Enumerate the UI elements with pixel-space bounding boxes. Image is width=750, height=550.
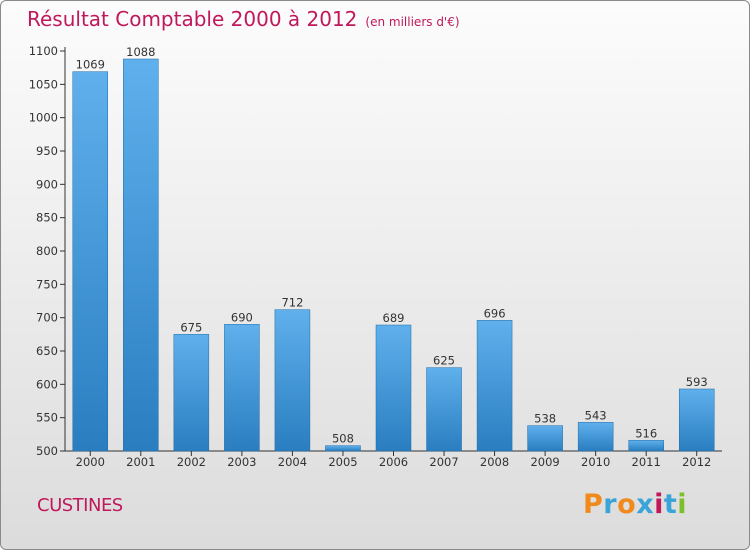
bar bbox=[678, 388, 715, 452]
bar bbox=[426, 367, 462, 452]
data-label: 1088 bbox=[126, 45, 155, 59]
bar bbox=[325, 445, 361, 452]
bar bbox=[375, 324, 412, 452]
bar bbox=[527, 425, 563, 452]
x-tick-label: 2012 bbox=[682, 455, 711, 469]
y-tick-label: 1050 bbox=[29, 77, 58, 91]
bar bbox=[72, 71, 109, 452]
data-label: 690 bbox=[231, 310, 253, 324]
y-tick-label: 1100 bbox=[29, 44, 58, 58]
x-tick-label: 2009 bbox=[530, 455, 559, 469]
logo-letter: x bbox=[636, 489, 655, 520]
data-label: 712 bbox=[281, 296, 303, 310]
bar bbox=[577, 422, 614, 452]
y-tick-label: 950 bbox=[36, 144, 58, 158]
x-tick-label: 2008 bbox=[480, 455, 509, 469]
x-tick-label: 2003 bbox=[227, 455, 256, 469]
logo-letter: i bbox=[677, 489, 688, 520]
y-tick-label: 900 bbox=[36, 177, 58, 191]
y-tick-label: 700 bbox=[36, 311, 58, 325]
x-tick-label: 2001 bbox=[126, 455, 155, 469]
bar bbox=[628, 440, 664, 452]
x-tick-label: 2007 bbox=[429, 455, 458, 469]
data-label: 696 bbox=[484, 306, 506, 320]
x-tick-label: 2011 bbox=[632, 455, 661, 469]
bar bbox=[476, 320, 513, 452]
title-text: Résultat Comptable 2000 à 2012 bbox=[27, 7, 358, 31]
y-tick-label: 800 bbox=[36, 244, 58, 258]
bar bbox=[123, 58, 159, 452]
data-label: 593 bbox=[686, 375, 708, 389]
x-tick-label: 2010 bbox=[581, 455, 610, 469]
y-tick-label: 750 bbox=[36, 277, 58, 291]
logo-letter: i bbox=[654, 489, 664, 520]
bar bbox=[224, 324, 260, 452]
data-label: 675 bbox=[180, 320, 202, 334]
y-tick-label: 850 bbox=[36, 211, 58, 225]
x-tick-label: 2004 bbox=[278, 455, 307, 469]
logo-letter: t bbox=[663, 489, 678, 520]
x-tick-label: 2000 bbox=[76, 455, 105, 469]
title-unit: (en milliers d'€) bbox=[365, 15, 460, 29]
bar bbox=[173, 334, 210, 452]
logo-letter: P bbox=[583, 489, 604, 520]
city-name: CUSTINES bbox=[37, 495, 123, 516]
y-tick-label: 1000 bbox=[29, 111, 58, 125]
data-label: 689 bbox=[383, 311, 405, 325]
y-tick-label: 600 bbox=[36, 377, 58, 391]
x-tick-label: 2006 bbox=[379, 455, 408, 469]
data-label: 543 bbox=[585, 408, 607, 422]
data-label: 538 bbox=[534, 412, 556, 426]
logo-letter: r bbox=[603, 489, 618, 520]
chart-title: Résultat Comptable 2000 à 2012 (en millie… bbox=[27, 7, 460, 31]
x-tick-label: 2002 bbox=[177, 455, 206, 469]
bar bbox=[274, 309, 311, 452]
y-tick-label: 500 bbox=[36, 444, 58, 458]
y-tick-label: 550 bbox=[36, 411, 58, 425]
y-tick-label: 650 bbox=[36, 344, 58, 358]
data-label: 625 bbox=[433, 354, 455, 368]
proxiti-logo: Proxiti bbox=[583, 489, 687, 520]
data-label: 1069 bbox=[76, 58, 105, 72]
x-tick-label: 2005 bbox=[328, 455, 357, 469]
data-label: 508 bbox=[332, 432, 354, 446]
data-label: 516 bbox=[635, 426, 657, 440]
logo-letter: o bbox=[617, 489, 637, 520]
